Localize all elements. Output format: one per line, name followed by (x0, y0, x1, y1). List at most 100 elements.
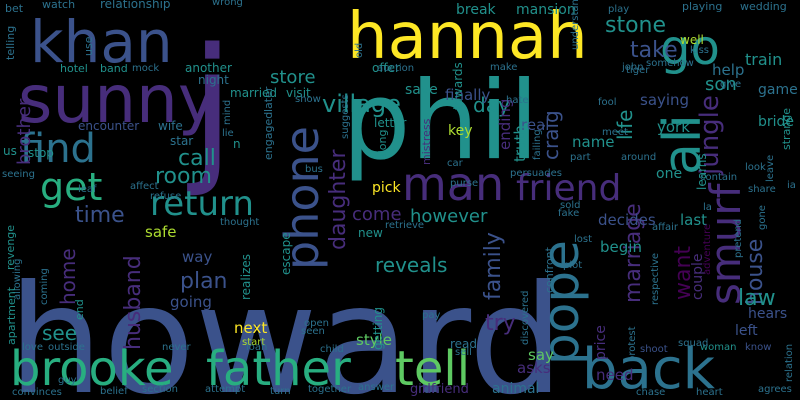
word-plan: plan (180, 269, 228, 294)
word-left: left (735, 323, 758, 339)
word-night: night (198, 73, 229, 87)
word-last: last (680, 211, 707, 229)
word-daughter: daughter (326, 149, 351, 250)
word-smurf: smurf (701, 182, 750, 305)
word-new: new (358, 226, 383, 240)
word-encounter: encounter (78, 119, 139, 133)
word-day: day (473, 93, 510, 117)
word-well: well (680, 33, 704, 47)
word-family: family (481, 232, 506, 300)
word-allowing: allowing (12, 259, 23, 300)
word-share: share (748, 184, 776, 195)
word-failing: failing (532, 129, 543, 160)
word-couple: couple (690, 253, 706, 300)
word-relationship: relationship (100, 0, 171, 11)
word-marriage: marriage (621, 203, 646, 303)
word-home: home (56, 248, 80, 305)
word-woman: woman (700, 342, 737, 353)
word-york: york (657, 118, 690, 136)
word-protest: protest (627, 326, 638, 362)
word-return: return (150, 184, 254, 224)
word-jungle: jungle (695, 95, 725, 176)
word-suggests: suggests (340, 94, 351, 139)
word-bet: bet (5, 2, 24, 15)
word-sell: sell (455, 347, 472, 358)
word-meet: meet (602, 127, 628, 138)
word-purse: purse (450, 178, 478, 189)
word-married: married (230, 86, 277, 100)
word-find: find (20, 126, 96, 172)
word-never: never (162, 342, 192, 353)
word-howard: howard (8, 254, 564, 400)
word-decides: decides (598, 211, 656, 229)
word-sold: sold (560, 200, 580, 211)
word-la: la (703, 202, 712, 213)
word-star: star (170, 134, 193, 148)
word-law: law (738, 286, 776, 311)
word-house: house (743, 239, 768, 305)
word-telling: telling (4, 26, 17, 60)
word-use: use (82, 36, 95, 56)
word-outside: outside (48, 342, 85, 353)
word-take: take (630, 38, 678, 63)
word-price: price (593, 325, 609, 360)
word-persuades: persuades (510, 168, 562, 179)
word-run: run (418, 382, 440, 397)
word-pay: pay (422, 310, 440, 321)
word-start: start (242, 337, 265, 348)
word-refuse: refuse (150, 191, 181, 202)
word-husband: husband (121, 255, 146, 350)
word-n: n (233, 137, 241, 151)
word-bride: bride (758, 114, 794, 130)
word-old: old (354, 43, 365, 58)
word-mistress: mistress (420, 118, 433, 165)
word-mansion: mansion (516, 2, 576, 18)
word-section: section (142, 384, 178, 395)
word-open: open (304, 318, 329, 329)
word-respective: respective (650, 253, 661, 305)
word-craig: craig (539, 110, 563, 160)
word-say: say (528, 346, 554, 364)
word-girlfriend: girlfriend (410, 382, 469, 397)
word-getting: getting (371, 307, 385, 350)
word-show: show (295, 94, 321, 105)
word-try: try (485, 311, 516, 336)
word-plot: plot (563, 260, 582, 271)
word-khan: khan (30, 8, 173, 76)
word-one: one (656, 166, 682, 182)
word-fool: fool (598, 97, 617, 108)
word-call: call (178, 146, 216, 171)
word-confront: confront (543, 246, 556, 293)
word-convinces: convinces (12, 387, 62, 398)
word-hannah: hannah (347, 0, 588, 74)
word-tell: tell (395, 341, 470, 397)
word-pope: pope (532, 240, 590, 365)
word-tiger: tiger (626, 65, 650, 76)
word-towards: towards (451, 62, 465, 110)
word-realizes: realizes (239, 254, 253, 300)
word-guy: guy (58, 375, 77, 386)
word-brooke: brooke (10, 341, 174, 397)
word-next: next (234, 319, 267, 337)
word-engaged: engaged (262, 112, 275, 160)
word-seeing: seeing (2, 169, 35, 180)
word-saying: saying (640, 91, 689, 109)
word-apartment: apartment (5, 286, 18, 345)
word-make: make (490, 62, 517, 73)
word-safe: safe (145, 223, 177, 241)
word-belief: belief (100, 386, 128, 397)
word-begin: begin (600, 238, 642, 256)
word-friend: friend (516, 168, 621, 209)
word-key: key (448, 123, 473, 139)
word-later: later (262, 86, 275, 112)
word-adventure: adventure (702, 224, 713, 275)
word-kiss: kiss (690, 45, 709, 56)
word-phone: phone (275, 126, 329, 270)
word-visit: visit (286, 86, 311, 100)
word-affair: affair (652, 222, 679, 233)
word-help: help (712, 61, 744, 79)
word-hotel: hotel (60, 62, 88, 75)
word-gone: gone (757, 205, 768, 230)
word-pick: pick (372, 180, 401, 196)
word-need: need (596, 366, 634, 384)
